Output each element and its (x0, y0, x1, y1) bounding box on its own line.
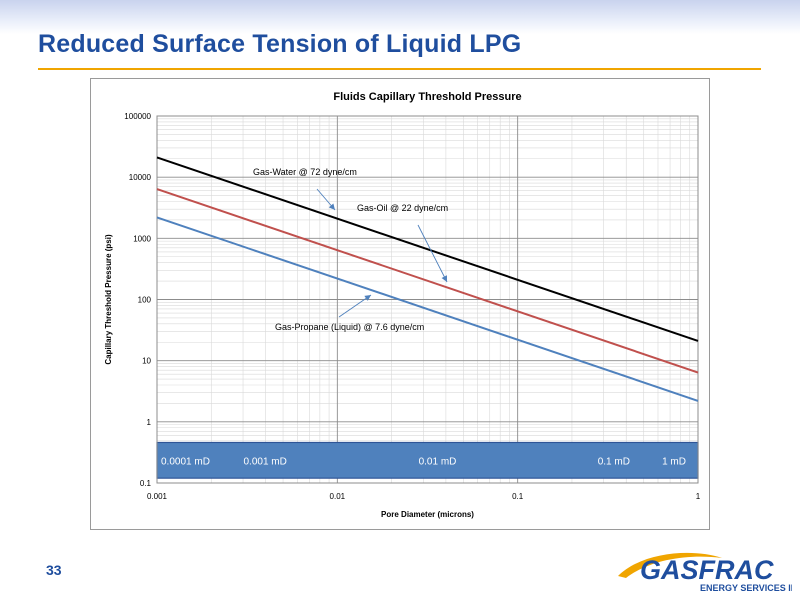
arrow-head (328, 203, 335, 210)
y-axis-label: Capillary Threshold Pressure (psi) (104, 234, 113, 365)
y-tick-label: 10000 (129, 173, 152, 182)
permeability-band (156, 441, 699, 479)
logo-subtitle: ENERGY SERVICES INC. (700, 583, 792, 593)
gasfrac-logo: GASFRAC ENERGY SERVICES INC. (618, 552, 792, 593)
x-tick-label: 0.001 (147, 492, 168, 501)
series-annotation: Gas-Propane (Liquid) @ 7.6 dyne/cm (275, 322, 424, 332)
series-line (156, 216, 699, 402)
plot-area-border (156, 115, 699, 484)
series-annotation: Gas-Oil @ 22 dyne/cm (357, 203, 448, 213)
chart-frame: 0.0001 mD 0.001 mD 0.01 mD 0.1 mD 1 mD Gas-Wa… (90, 78, 710, 530)
x-axis-label: Pore Diameter (microns) (381, 510, 474, 519)
y-tick-label: 100 (138, 296, 152, 305)
chart-title: Fluids Capillary Threshold Pressure (333, 91, 521, 103)
band-label: 0.001 mD (243, 456, 286, 467)
series-line (156, 188, 699, 374)
logo-wordmark: GASFRAC (640, 555, 774, 585)
capillary-pressure-chart: 0.0001 mD 0.001 mD 0.01 mD 0.1 mD 1 mD Gas-Wa… (104, 91, 701, 519)
slide-title: Reduced Surface Tension of Liquid LPG (38, 30, 522, 58)
series-line (156, 156, 699, 342)
band-label: 0.01 mD (419, 456, 457, 467)
y-tick-label: 1 (147, 418, 152, 427)
band-label: 0.1 mD (598, 456, 630, 467)
x-tick-label: 0.01 (330, 492, 346, 501)
title-rule (38, 68, 761, 70)
y-tick-label: 10 (142, 357, 151, 366)
x-tick-label: 1 (696, 492, 701, 501)
series-annotation: Gas-Water @ 72 dyne/cm (253, 167, 357, 177)
y-tick-label: 1000 (133, 234, 151, 243)
x-tick-label: 0.1 (512, 492, 524, 501)
band-label: 0.0001 mD (161, 456, 210, 467)
band-label: 1 mD (662, 456, 686, 467)
y-tick-label: 0.1 (140, 479, 152, 488)
arrow-head (364, 295, 371, 301)
slide-number: 33 (46, 562, 62, 578)
arrow-head (441, 275, 447, 282)
annotation-arrow (338, 294, 372, 318)
header-gradient (0, 0, 800, 34)
annotation-arrow (417, 224, 448, 283)
y-tick-label: 100000 (124, 112, 151, 121)
